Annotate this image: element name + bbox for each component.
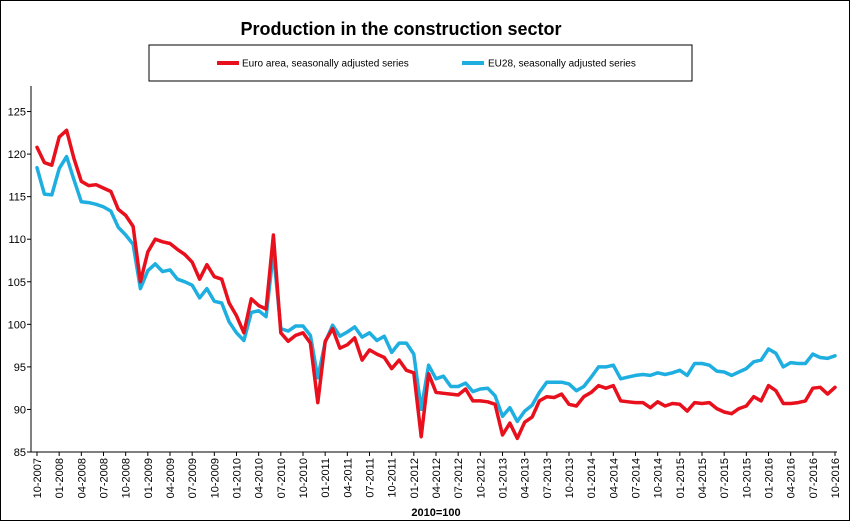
x-tick-label: 01-2015 (675, 458, 687, 498)
x-tick-label: 04-2012 (431, 458, 443, 498)
x-tick-label: 04-2009 (165, 458, 177, 498)
x-tick-label: 07-2015 (719, 458, 731, 498)
x-tick-label: 04-2010 (254, 458, 266, 498)
x-tick-label: 10-2009 (209, 458, 221, 498)
y-tick-label: 110 (8, 234, 26, 246)
x-tick-label: 07-2008 (99, 458, 111, 498)
x-tick-label: 07-2012 (453, 458, 465, 498)
x-tick-label: 04-2013 (520, 458, 532, 498)
legend-label-eu28: EU28, seasonally adjusted series (488, 59, 636, 70)
y-tick-label: 105 (8, 277, 26, 289)
x-tick-label: 10-2016 (830, 458, 842, 498)
x-tick-label: 04-2015 (697, 458, 709, 498)
x-tick-label: 04-2014 (608, 458, 620, 498)
x-tick-label: 07-2013 (542, 458, 554, 498)
x-tick-label: 07-2014 (631, 458, 643, 498)
x-tick-label: 01-2013 (498, 458, 510, 498)
x-tick-label: 01-2012 (409, 458, 421, 498)
y-tick-label: 85 (14, 447, 26, 459)
y-tick-label: 120 (8, 149, 26, 161)
x-tick-label: 10-2007 (32, 458, 44, 498)
x-tick-label: 10-2013 (564, 458, 576, 498)
y-tick-label: 95 (14, 362, 26, 374)
series-line-eu28 (35, 154, 837, 424)
x-tick-label: 07-2009 (187, 458, 199, 498)
x-tick-label: 01-2014 (586, 458, 598, 498)
x-tick-label: 01-2008 (54, 458, 66, 498)
x-tick-label: 01-2009 (143, 458, 155, 498)
x-tick-label: 01-2011 (320, 458, 332, 498)
x-tick-label: 04-2016 (786, 458, 798, 498)
x-tick-label: 04-2008 (76, 458, 88, 498)
x-tick-label: 01-2010 (232, 458, 244, 498)
x-axis-label: 2010=100 (411, 507, 460, 519)
x-tick-label: 10-2011 (387, 458, 399, 498)
x-tick-label: 07-2016 (808, 458, 820, 498)
x-tick-label: 10-2008 (121, 458, 133, 498)
y-tick-label: 115 (8, 192, 26, 204)
y-tick-label: 125 (8, 107, 26, 119)
x-tick-label: 10-2010 (298, 458, 310, 498)
x-tick-label: 07-2011 (365, 458, 377, 498)
x-tick-label: 01-2016 (764, 458, 776, 498)
y-tick-label: 100 (8, 319, 26, 331)
y-tick-label: 90 (14, 404, 26, 416)
x-tick-label: 10-2014 (653, 458, 665, 498)
chart-title: Production in the construction sector (240, 19, 561, 39)
x-tick-label: 04-2011 (342, 458, 354, 498)
x-tick-label: 10-2012 (475, 458, 487, 498)
legend-label-euro-area: Euro area, seasonally adjusted series (242, 59, 409, 70)
series-line-euro-area (35, 128, 837, 441)
legend-box (148, 44, 693, 82)
x-tick-label: 10-2015 (741, 458, 753, 498)
x-tick-label: 07-2010 (276, 458, 288, 498)
